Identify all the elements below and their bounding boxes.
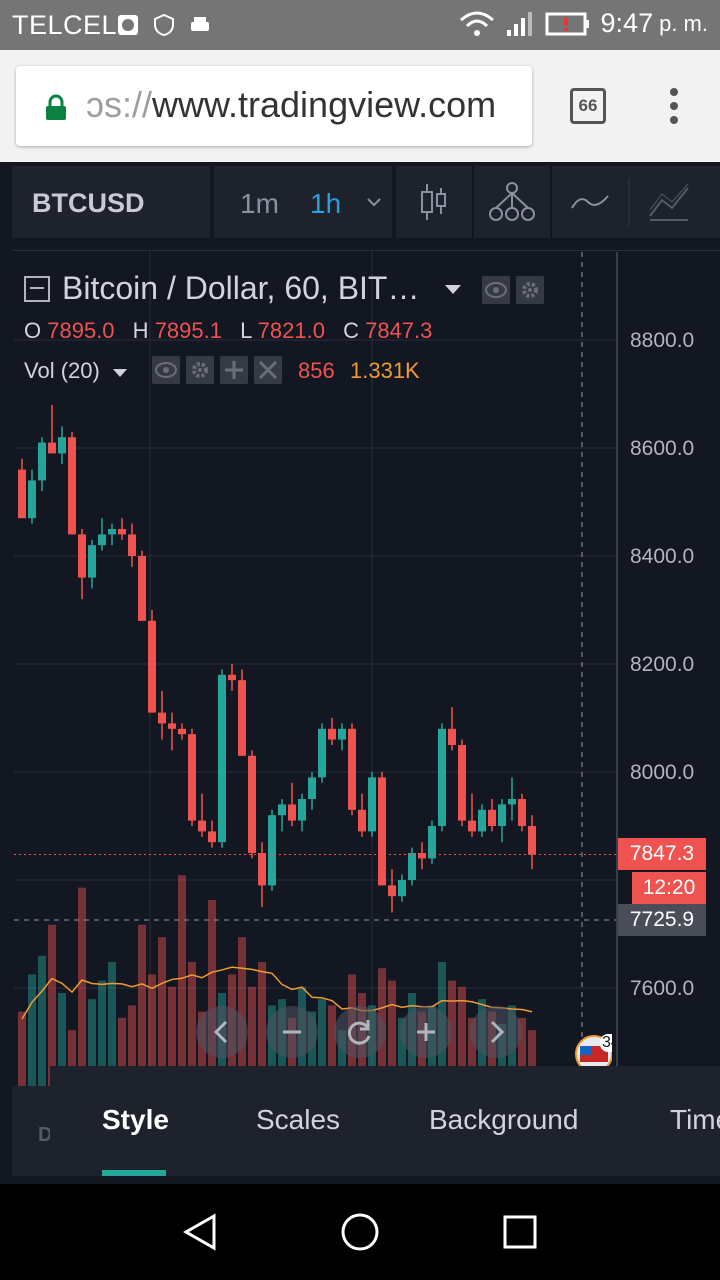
interval-selector[interactable]: 1m 1h — [214, 166, 392, 238]
clock-time: 9:47 — [600, 8, 654, 38]
volume-ma-value: 1.331K — [350, 358, 420, 383]
app-icon — [118, 15, 138, 35]
android-nav-bar — [0, 1184, 720, 1280]
crosshair-price-tag: 7725.9 — [618, 904, 706, 936]
left-panel-edge: D — [12, 1086, 53, 1176]
price-axis-label: 8000.0 — [630, 761, 695, 784]
tab-time[interactable]: Time — [670, 1104, 720, 1135]
close-value: 7847.3 — [365, 318, 433, 343]
open-value: 7895.0 — [47, 318, 115, 343]
wifi-icon — [459, 11, 494, 36]
price-axis-label: 8800.0 — [630, 329, 695, 352]
interval-1m-button[interactable]: 1m — [240, 188, 279, 219]
chevron-right-icon[interactable] — [470, 1006, 522, 1058]
eye-icon[interactable] — [152, 356, 180, 384]
settings-tabs: Style Scales Background Time — [50, 1066, 720, 1176]
overflow-menu-icon[interactable] — [664, 88, 684, 124]
chevron-down-icon[interactable] — [366, 192, 382, 212]
collapse-legend-icon[interactable] — [24, 276, 50, 302]
drawing-tools — [552, 166, 720, 238]
gear-icon[interactable] — [516, 276, 544, 304]
price-axis-label: 8600.0 — [630, 437, 695, 460]
battery-alert-icon — [545, 12, 589, 35]
close-icon[interactable] — [254, 356, 282, 384]
tab-scales[interactable]: Scales — [256, 1104, 341, 1135]
open-label: O — [24, 318, 42, 343]
url-bar[interactable]: ɔs://www.tradingview.com — [16, 66, 532, 146]
chart-toolbar: BTCUSD 1m 1h — [0, 162, 720, 248]
zoom-out-icon[interactable] — [266, 1006, 318, 1058]
line-tool-icon[interactable] — [570, 188, 610, 216]
signal-icon — [506, 11, 532, 36]
close-label: C — [343, 318, 359, 343]
symbol-search-button[interactable]: BTCUSD — [12, 166, 210, 238]
car-icon — [191, 17, 209, 31]
status-bar: TELCEL 9:47 p. m. — [0, 0, 720, 50]
volume-label[interactable]: Vol (20) — [24, 358, 100, 383]
url-host: www.tradingview.com — [152, 84, 497, 125]
events-badge[interactable]: 34 — [572, 1032, 612, 1066]
tab-style[interactable]: Style — [102, 1104, 169, 1135]
events-count: 34 — [600, 1034, 612, 1052]
chart-type-button[interactable] — [396, 166, 472, 238]
countdown-tag: 12:20 — [632, 872, 706, 904]
gear-icon[interactable] — [186, 356, 214, 384]
high-label: H — [132, 318, 149, 343]
low-label: L — [240, 318, 252, 343]
carrier-name: TELCEL — [12, 10, 118, 40]
plus-icon[interactable] — [220, 356, 248, 384]
price-axis-label: 7600.0 — [630, 977, 695, 1000]
symbol-label: BTCUSD — [32, 188, 145, 218]
eye-icon[interactable] — [482, 276, 510, 304]
indicators-icon — [489, 182, 535, 221]
interval-1h-button[interactable]: 1h — [310, 188, 342, 219]
left-partial-label: D — [38, 1124, 53, 1146]
lock-icon — [46, 94, 66, 120]
caret-down-icon[interactable] — [444, 284, 462, 296]
zoom-in-icon[interactable] — [400, 1006, 452, 1058]
ohlc-values: O 7895.0 H 7895.1 L 7821.0 C 7847.3 — [24, 318, 444, 344]
home-icon[interactable] — [340, 1212, 380, 1252]
caret-down-icon[interactable] — [112, 368, 128, 378]
browser-toolbar: ɔs://www.tradingview.com 66 — [0, 50, 720, 162]
series-title[interactable]: Bitcoin / Dollar, 60, BIT… — [62, 270, 420, 306]
price-axis-label: 8400.0 — [630, 545, 695, 568]
tabs-icon[interactable]: 66 — [570, 88, 606, 124]
back-icon[interactable] — [180, 1212, 220, 1252]
pattern-tool-icon[interactable] — [648, 182, 690, 222]
shield-icon — [154, 13, 174, 37]
candlestick-icon — [421, 184, 446, 220]
recents-icon[interactable] — [502, 1214, 538, 1250]
url-text: ɔs://www.tradingview.com — [86, 84, 496, 126]
clock-ampm: p. m. — [659, 10, 708, 36]
volume-value: 856 — [298, 358, 335, 383]
active-tab-indicator — [102, 1170, 166, 1176]
tab-background[interactable]: Background — [429, 1104, 579, 1135]
low-value: 7821.0 — [257, 318, 325, 343]
chevron-left-icon[interactable] — [196, 1006, 248, 1058]
current-price-tag: 7847.3 — [618, 838, 706, 870]
url-scheme: ɔs:// — [86, 84, 153, 125]
reset-icon[interactable] — [334, 1006, 386, 1058]
price-axis-label: 8200.0 — [630, 653, 695, 676]
chart-pane[interactable] — [12, 250, 720, 1087]
volume-legend: Vol (20) 856 1.331K — [24, 358, 420, 384]
indicators-button[interactable] — [474, 166, 550, 238]
high-value: 7895.1 — [154, 318, 222, 343]
